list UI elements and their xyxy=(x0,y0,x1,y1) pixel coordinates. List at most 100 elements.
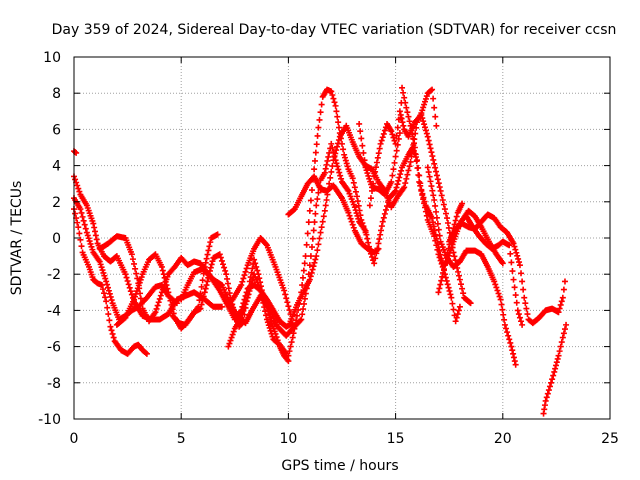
data-point xyxy=(406,163,413,170)
data-point xyxy=(444,281,451,288)
data-point xyxy=(400,89,407,96)
data-point xyxy=(366,175,373,182)
data-point xyxy=(258,291,265,298)
data-point xyxy=(362,164,369,171)
data-point xyxy=(226,340,233,347)
data-point xyxy=(327,174,334,181)
data-point xyxy=(283,295,290,302)
data-point xyxy=(434,239,441,246)
data-point xyxy=(512,292,519,299)
data-point xyxy=(259,295,266,302)
data-point xyxy=(358,135,365,142)
data-point xyxy=(76,188,83,195)
data-point xyxy=(220,261,227,268)
data-point xyxy=(285,352,292,359)
y-tick-label: -2 xyxy=(47,267,61,283)
data-point xyxy=(78,243,85,250)
data-point xyxy=(393,184,400,191)
data-point xyxy=(320,213,327,220)
data-point xyxy=(326,180,333,187)
data-point xyxy=(413,158,420,165)
data-point xyxy=(101,272,108,279)
data-point xyxy=(334,163,341,170)
data-point xyxy=(225,343,232,350)
data-point xyxy=(519,278,526,285)
data-point xyxy=(160,271,167,278)
data-point xyxy=(420,104,427,111)
data-point xyxy=(444,220,451,227)
data-point xyxy=(173,300,180,307)
data-point xyxy=(167,297,174,304)
data-point xyxy=(318,224,325,231)
data-point xyxy=(542,397,549,404)
data-point xyxy=(338,175,345,182)
data-point xyxy=(341,151,348,158)
data-point xyxy=(379,218,386,225)
data-point xyxy=(310,227,317,234)
data-points xyxy=(71,84,570,417)
data-point xyxy=(362,229,369,236)
x-tick-label: 15 xyxy=(387,431,405,447)
data-point xyxy=(514,252,521,259)
data-point xyxy=(561,278,568,285)
series-track-4 xyxy=(71,206,150,357)
data-point xyxy=(214,231,221,238)
data-point xyxy=(239,278,246,285)
data-point xyxy=(243,298,250,305)
data-point xyxy=(518,270,525,277)
data-point xyxy=(85,235,92,242)
data-point xyxy=(444,215,451,222)
data-point xyxy=(397,114,404,121)
data-point xyxy=(555,309,562,316)
data-point xyxy=(426,141,433,148)
data-point xyxy=(262,308,269,315)
data-point xyxy=(357,128,364,135)
data-point xyxy=(388,128,395,135)
data-point xyxy=(516,314,523,321)
data-point xyxy=(429,187,436,194)
data-point xyxy=(300,267,307,274)
data-point xyxy=(516,262,523,269)
data-point xyxy=(241,304,248,311)
data-point xyxy=(371,260,378,267)
data-point xyxy=(392,153,399,160)
data-point xyxy=(457,281,464,288)
data-point xyxy=(93,236,100,243)
data-point xyxy=(239,311,246,318)
data-point xyxy=(415,172,422,179)
data-point xyxy=(394,141,401,148)
data-point xyxy=(443,253,450,260)
data-point xyxy=(79,213,86,220)
data-point xyxy=(328,168,335,175)
data-point xyxy=(377,231,384,238)
data-point xyxy=(417,182,424,189)
data-point xyxy=(391,137,398,144)
data-point xyxy=(216,251,223,258)
data-point xyxy=(455,268,462,275)
data-point xyxy=(291,325,298,332)
data-point xyxy=(203,282,210,289)
data-point xyxy=(323,196,330,203)
data-point xyxy=(399,84,406,91)
data-point xyxy=(204,278,211,285)
data-point xyxy=(92,232,99,239)
data-point xyxy=(455,307,462,314)
data-point xyxy=(365,239,372,246)
data-point xyxy=(263,316,270,323)
data-point xyxy=(553,359,560,366)
data-point xyxy=(351,204,358,211)
data-point xyxy=(357,212,364,219)
grid xyxy=(74,57,610,419)
data-point xyxy=(546,383,553,390)
data-point xyxy=(335,124,342,131)
data-point xyxy=(315,189,322,196)
x-axis-label: GPS time / hours xyxy=(281,458,398,474)
data-point xyxy=(422,127,429,134)
data-point xyxy=(557,301,564,308)
data-point xyxy=(450,306,457,313)
data-point xyxy=(376,236,383,243)
data-point xyxy=(80,217,87,224)
data-point xyxy=(449,300,456,307)
data-point xyxy=(380,130,387,137)
